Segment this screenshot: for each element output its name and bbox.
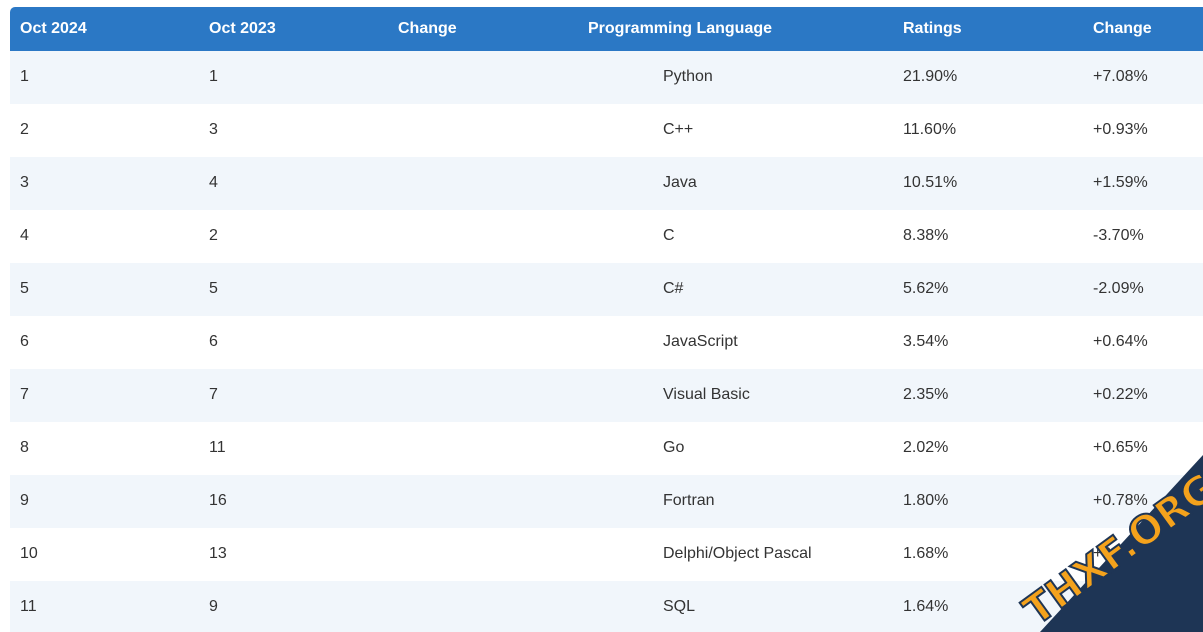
prev-cell: 1 <box>209 68 218 85</box>
prev-cell: 2 <box>209 227 218 244</box>
prev-cell: 13 <box>209 545 227 562</box>
rank-cell: 4 <box>20 227 29 244</box>
language-cell: Fortran <box>663 492 715 509</box>
header-cell: Oct 2023 <box>209 20 276 37</box>
table-row: 5 5 C# 5.62% -2.09% <box>10 263 1203 316</box>
change-cell: +0.65% <box>1093 439 1148 456</box>
change-cell: -3.70% <box>1093 227 1144 244</box>
rank-cell: 5 <box>20 280 29 297</box>
rating-cell: 3.54% <box>903 333 949 350</box>
rating-cell: 11.60% <box>903 121 957 138</box>
prev-cell: 3 <box>209 121 218 138</box>
rank-cell: 2 <box>20 121 29 138</box>
header-cell: Ratings <box>903 20 962 37</box>
rating-cell: 2.35% <box>903 386 949 403</box>
rating-cell: 1.64% <box>903 598 949 615</box>
prev-cell: 4 <box>209 174 218 191</box>
rank-cell: 8 <box>20 439 29 456</box>
ranking-table: Oct 2024 Oct 2023 Change Programming Langua… <box>10 7 1203 632</box>
rating-cell: 1.68% <box>903 545 949 562</box>
prev-cell: 7 <box>209 386 218 403</box>
rating-cell: 8.38% <box>903 227 949 244</box>
change-cell: +0.64% <box>1093 333 1148 350</box>
rank-cell: 10 <box>20 545 38 562</box>
language-cell: C <box>663 227 675 244</box>
language-cell: C++ <box>663 121 694 138</box>
language-cell: SQL <box>663 598 696 615</box>
rank-cell: 7 <box>20 386 29 403</box>
change-cell: +0.22% <box>1093 386 1148 403</box>
table-row: 3 4 Java 10.51% +1.59% <box>10 157 1203 210</box>
table-header: Oct 2024 Oct 2023 Change Programming Langua… <box>10 7 1203 51</box>
prev-cell: 9 <box>209 598 218 615</box>
change-cell: +1.59% <box>1093 174 1148 191</box>
table-row: 1 1 Python 21.90% +7.08% <box>10 51 1203 104</box>
language-cell: C# <box>663 280 684 297</box>
rating-cell: 2.02% <box>903 439 949 456</box>
rating-cell: 5.62% <box>903 280 949 297</box>
rank-cell: 3 <box>20 174 29 191</box>
rating-cell: 1.80% <box>903 492 949 509</box>
prev-cell: 6 <box>209 333 218 350</box>
language-cell: Go <box>663 439 685 456</box>
rank-cell: 6 <box>20 333 29 350</box>
language-cell: Python <box>663 68 713 85</box>
language-cell: Visual Basic <box>663 386 750 403</box>
prev-cell: 11 <box>209 439 226 456</box>
change-cell: -2.09% <box>1093 280 1144 297</box>
change-cell: -0.15% <box>1093 598 1144 615</box>
header-cell: Oct 2024 <box>20 20 87 37</box>
header-cell: Change <box>398 20 457 37</box>
change-cell: +0.78% <box>1093 492 1148 509</box>
change-cell: +7.08% <box>1093 68 1148 85</box>
prev-cell: 5 <box>209 280 218 297</box>
rank-cell: 9 <box>20 492 29 509</box>
change-cell: +0.93% <box>1093 121 1148 138</box>
language-cell: JavaScript <box>663 333 738 350</box>
language-cell: Delphi/Object Pascal <box>663 545 812 562</box>
table-row: 4 2 C 8.38% -3.70% <box>10 210 1203 263</box>
rank-cell: 11 <box>20 598 37 615</box>
table-row: 10 13 Delphi/Object Pascal 1.68% +0.45% <box>10 528 1203 581</box>
rating-cell: 10.51% <box>903 174 958 191</box>
header-cell: Change <box>1093 20 1152 37</box>
rating-cell: 21.90% <box>903 68 958 85</box>
change-cell: +0.45% <box>1093 545 1148 562</box>
rank-cell: 1 <box>20 68 29 85</box>
language-cell: Java <box>663 174 697 191</box>
table-row: 2 3 C++ 11.60% +0.93% <box>10 104 1203 157</box>
prev-cell: 16 <box>209 492 227 509</box>
header-cell: Programming Language <box>588 20 773 37</box>
